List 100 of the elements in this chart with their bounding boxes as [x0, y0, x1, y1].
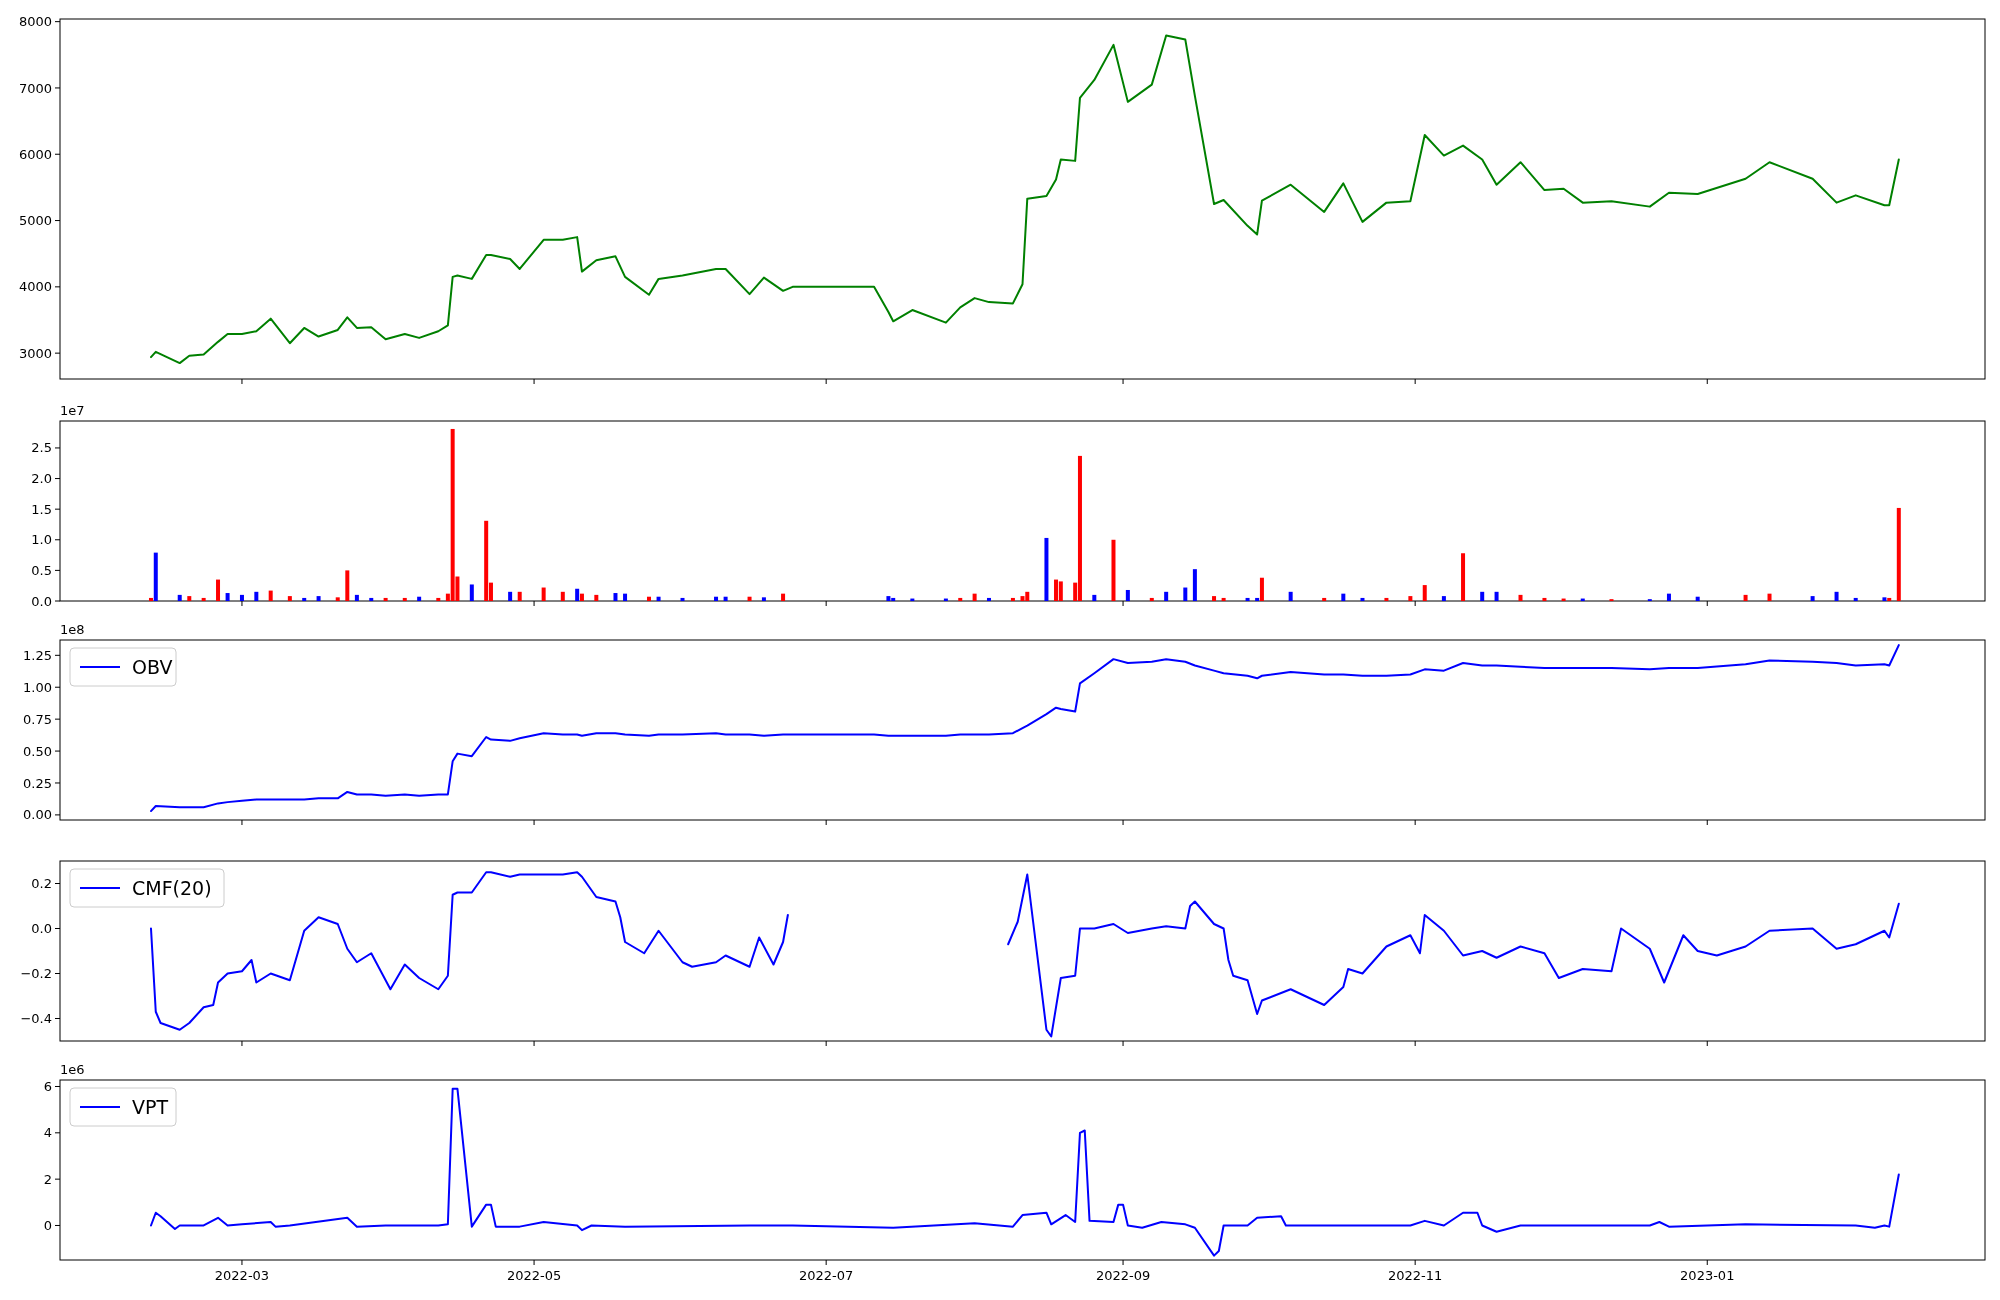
- y-tick-label: 1.25: [23, 647, 52, 663]
- bar: [1259, 577, 1264, 601]
- text: 1e7: [60, 403, 85, 418]
- bar: [1518, 594, 1523, 601]
- bar: [1494, 591, 1499, 601]
- bar: [225, 593, 230, 601]
- y-tick-label: 4: [43, 1125, 52, 1141]
- bar: [1461, 553, 1466, 601]
- bar: [177, 594, 182, 601]
- bar: [153, 552, 158, 601]
- bar: [723, 596, 728, 601]
- bar: [1322, 597, 1327, 601]
- bar: [1834, 591, 1839, 601]
- bar: [761, 597, 766, 601]
- legend-label: CMF(20): [132, 876, 212, 899]
- bar: [1044, 537, 1049, 601]
- bar: [958, 597, 963, 601]
- bar: [383, 597, 388, 601]
- bar: [1666, 593, 1671, 601]
- bar: [1077, 455, 1082, 601]
- bar: [1422, 585, 1427, 601]
- bar: [1255, 597, 1260, 601]
- bar: [1020, 596, 1025, 601]
- bar: [187, 596, 192, 601]
- text: 1e8: [60, 622, 85, 637]
- bar: [646, 596, 651, 601]
- bar: [1480, 591, 1485, 601]
- bar: [1183, 587, 1188, 601]
- bar: [450, 428, 455, 601]
- bar: [986, 597, 991, 601]
- y-tick-label: 6000: [18, 146, 52, 162]
- bar: [1010, 597, 1015, 601]
- bar: [560, 591, 565, 601]
- bar: [623, 593, 628, 601]
- bar: [1743, 594, 1748, 601]
- y-tick-label: −0.2: [20, 966, 52, 982]
- bar: [216, 579, 221, 601]
- y-tick-label: −0.4: [20, 1011, 52, 1027]
- bar: [239, 594, 244, 601]
- bar: [402, 597, 407, 601]
- bar: [335, 597, 340, 601]
- y-tick-label: 0.2: [31, 876, 52, 892]
- bar: [316, 596, 321, 601]
- y-tick-label: 1.00: [23, 679, 52, 695]
- bar: [1810, 596, 1815, 601]
- bar: [517, 591, 522, 601]
- bar: [972, 593, 977, 601]
- bar: [1542, 597, 1547, 601]
- bar: [1221, 597, 1226, 601]
- bar: [345, 570, 350, 601]
- bar: [1149, 597, 1154, 601]
- bar: [1054, 579, 1059, 601]
- y-tick-label: 0: [43, 1218, 52, 1234]
- bar: [781, 593, 786, 601]
- bar: [714, 596, 719, 601]
- y-tick-label: 1.0: [31, 532, 52, 548]
- y-tick-label: 0.0: [31, 593, 52, 609]
- bar: [886, 596, 891, 601]
- bar: [417, 596, 422, 601]
- bar: [1111, 539, 1116, 601]
- bar: [594, 594, 599, 601]
- bar: [1092, 594, 1097, 601]
- bar: [484, 520, 489, 601]
- x-tick-label: 2023-01: [1680, 1268, 1735, 1283]
- y-tick-label: 0.5: [31, 562, 52, 578]
- bar: [287, 596, 292, 601]
- bar: [1058, 581, 1063, 601]
- y-tick-label: 2: [43, 1171, 52, 1187]
- bar: [1882, 597, 1887, 601]
- bar: [201, 597, 206, 601]
- bar: [613, 593, 618, 601]
- bar: [369, 597, 374, 601]
- bar: [1360, 597, 1365, 601]
- y-tick-label: 0.25: [23, 775, 52, 791]
- bar: [1695, 596, 1700, 601]
- bar: [1441, 596, 1446, 601]
- y-tick-label: 8000: [18, 14, 52, 30]
- bar: [1125, 589, 1130, 601]
- bar: [1767, 593, 1772, 601]
- line-series: [149, 34, 1900, 365]
- y-tick-label: 0.75: [23, 711, 52, 727]
- bar: [354, 594, 359, 601]
- bar: [575, 588, 580, 601]
- bar: [302, 597, 307, 601]
- bar: [1896, 507, 1901, 601]
- bar: [436, 597, 441, 601]
- x-tick-label: 2022-11: [1388, 1268, 1443, 1283]
- bar: [1887, 597, 1892, 601]
- bar: [1192, 569, 1197, 601]
- bar: [656, 596, 661, 601]
- text: 1e6: [60, 1062, 85, 1077]
- bar: [1408, 596, 1413, 601]
- bar: [1384, 597, 1389, 601]
- y-tick-label: 2.5: [31, 440, 52, 456]
- bar: [579, 593, 584, 601]
- y-tick-label: 5000: [18, 213, 52, 229]
- legend-label: VPT: [132, 1095, 169, 1118]
- y-tick-label: 0.50: [23, 743, 52, 759]
- y-tick-label: 7000: [18, 80, 52, 96]
- bar: [508, 591, 513, 601]
